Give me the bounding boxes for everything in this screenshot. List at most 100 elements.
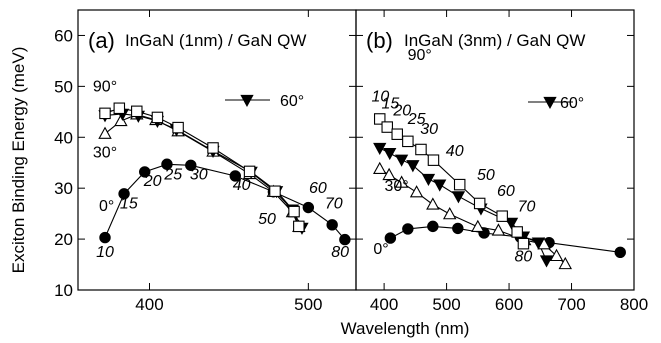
y-tick-label: 10: [54, 281, 73, 300]
data-point: [496, 210, 508, 222]
data-point: [99, 231, 111, 244]
data-point: [139, 166, 151, 178]
data-point: [302, 201, 315, 214]
data-point: [288, 205, 300, 218]
x-tick-label: 600: [495, 295, 523, 314]
point-annotation: 30: [420, 121, 438, 138]
data-point: [409, 185, 424, 198]
data-point: [172, 121, 184, 134]
panel-a-series: [98, 102, 351, 246]
point-annotation: 80: [331, 244, 349, 261]
x-tick-label: 500: [432, 295, 460, 314]
y-axis-title: Exciton Binding Energy (meV): [9, 47, 28, 274]
point-annotation: 60: [309, 180, 327, 197]
series-angle-label: 0°: [99, 198, 114, 215]
point-annotation: 20: [143, 173, 162, 190]
data-point: [243, 165, 256, 178]
point-annotation: 80: [515, 248, 533, 265]
panel-b-series: [373, 113, 626, 270]
series-angle-label: 30°: [93, 145, 117, 162]
x-tick-label: 800: [620, 295, 648, 314]
data-point: [539, 255, 554, 268]
data-point: [504, 217, 519, 230]
point-annotation: 50: [477, 167, 495, 184]
panel-a-title: InGaN (1nm) / GaN QW: [125, 31, 306, 50]
data-point: [531, 237, 546, 250]
data-point: [394, 154, 409, 167]
y-tick-label: 20: [54, 230, 73, 249]
data-point: [433, 179, 447, 192]
data-point: [382, 167, 396, 181]
data-point: [427, 154, 440, 166]
series-line-0°: [104, 163, 346, 240]
data-point: [293, 220, 305, 233]
data-point: [427, 220, 439, 233]
point-annotation: 10: [371, 89, 389, 106]
series-line-60°: [104, 113, 303, 229]
panel-b-tag: (b): [366, 28, 393, 53]
data-point: [131, 105, 143, 118]
data-point: [517, 237, 530, 250]
y-tick-label: 30: [54, 179, 73, 198]
point-annotation: 70: [518, 199, 536, 216]
data-point: [384, 232, 397, 244]
point-annotation: 15: [120, 196, 138, 213]
panel-b-legend: 60°: [528, 95, 584, 112]
x-tick-label: 400: [135, 295, 163, 314]
data-point: [473, 197, 486, 210]
data-point: [406, 160, 420, 173]
data-point: [373, 161, 387, 174]
data-point: [161, 158, 173, 170]
data-point: [207, 142, 219, 154]
point-annotation: 25: [407, 111, 426, 128]
data-point: [421, 173, 436, 187]
series-angle-label: 30°: [385, 178, 409, 195]
panel-a-tag: (a): [88, 28, 115, 53]
data-point: [383, 147, 397, 161]
data-point: [229, 170, 241, 182]
legend-marker: [543, 96, 557, 110]
point-annotation: 20: [392, 102, 411, 119]
data-point: [442, 206, 457, 220]
x-tick-label: 700: [557, 295, 585, 314]
panel-b-title: InGaN (3nm) / GaN QW: [404, 31, 585, 50]
point-annotation: 15: [381, 95, 399, 112]
legend-label: 60°: [280, 93, 304, 110]
series-angle-label: 0°: [373, 241, 388, 258]
panel-a-axes: 10 20 30 40 50 60 400 500: [54, 9, 357, 314]
data-point: [98, 126, 112, 139]
series-angle-label: 90°: [408, 47, 432, 64]
data-point: [391, 128, 403, 140]
data-point: [426, 197, 440, 210]
data-point: [511, 226, 523, 238]
data-point: [118, 188, 130, 200]
data-point: [326, 219, 338, 231]
data-point: [415, 143, 427, 156]
point-annotation: 50: [258, 211, 276, 228]
data-point: [558, 256, 573, 270]
data-point: [549, 248, 564, 262]
data-point: [394, 175, 409, 188]
data-point: [402, 135, 414, 148]
data-point: [614, 246, 626, 259]
data-point: [373, 142, 387, 156]
data-point: [185, 159, 197, 171]
x-tick-label: 400: [370, 295, 398, 314]
data-point: [339, 233, 351, 246]
data-point: [381, 121, 393, 133]
point-annotation: 10: [96, 244, 114, 261]
point-annotation: 60: [497, 183, 515, 200]
panel-b-frame: [355, 9, 635, 291]
point-annotation: 40: [233, 177, 251, 194]
legend-marker: [240, 94, 254, 108]
y-tick-label: 50: [54, 77, 73, 96]
series-line-0°: [390, 225, 621, 253]
data-point: [491, 223, 506, 236]
data-point: [451, 191, 466, 204]
data-point: [471, 219, 485, 233]
data-point: [99, 107, 111, 120]
